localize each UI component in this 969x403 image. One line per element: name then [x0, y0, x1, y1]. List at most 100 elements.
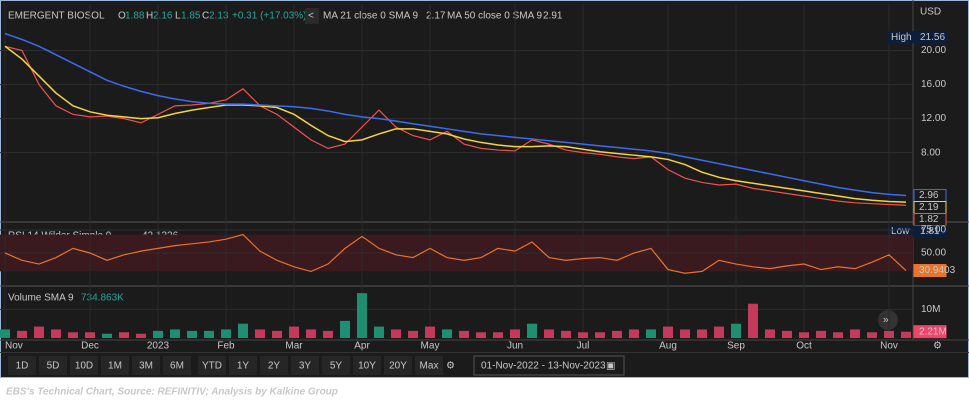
- volume-bar: [561, 330, 571, 338]
- x-tick-label: Sep: [727, 341, 745, 352]
- volume-bar: [765, 329, 775, 338]
- volume-bar: [102, 333, 112, 338]
- date-box[interactable]: [473, 355, 625, 376]
- background: [0, 0, 969, 378]
- range-button[interactable]: [291, 356, 319, 375]
- range-label: 1M: [108, 361, 122, 372]
- volume-bar: [204, 330, 214, 338]
- x-tick-label: 2023: [147, 341, 170, 352]
- volume-bar: [459, 330, 469, 338]
- range-button[interactable]: [322, 356, 350, 375]
- ohlc-value: 2.13: [209, 11, 229, 22]
- y-tick-label: 50.00: [921, 248, 946, 259]
- ohlc-key: O: [118, 11, 126, 22]
- volume-bar: [867, 332, 877, 338]
- legend-value: 2.91: [543, 11, 563, 22]
- hl-tag: [887, 31, 947, 44]
- price-tag-label: 30.9403: [919, 265, 956, 276]
- hl-label: Low: [891, 226, 910, 237]
- volume-bar: [901, 331, 911, 338]
- volume-bar: [544, 329, 554, 338]
- volume-bar: [833, 332, 843, 338]
- volume-bar: [408, 330, 418, 338]
- currency[interactable]: USD: [920, 7, 941, 18]
- range-button[interactable]: [384, 356, 412, 375]
- range-button[interactable]: [353, 356, 381, 375]
- ohlc-value: 1.88: [125, 11, 145, 22]
- volume-bar: [884, 330, 894, 338]
- y-tick-label: 8.00: [921, 147, 941, 158]
- range-label: 20Y: [389, 361, 407, 372]
- ohlc-value: 2.16: [153, 11, 173, 22]
- range-label: 1Y: [237, 361, 250, 372]
- volume-bar: [442, 329, 452, 338]
- volume-bar: [357, 293, 367, 338]
- volume-bar: [374, 326, 384, 338]
- series-line: [4, 233, 907, 274]
- y-tick-label: 20.00: [921, 45, 946, 56]
- hl-value: 1.81: [920, 226, 940, 237]
- ohlc-key: H: [146, 11, 153, 22]
- pane-value: 734.863K: [81, 293, 124, 304]
- range-label: YTD: [202, 361, 222, 372]
- legend-entry: MA 21 close 0 SMA 9: [323, 11, 418, 22]
- range-button[interactable]: [198, 356, 226, 375]
- volume-bar: [714, 326, 724, 338]
- volume-bar: [119, 332, 129, 338]
- range-button[interactable]: [101, 356, 129, 375]
- range-label: 3Y: [299, 361, 312, 372]
- volume-bar: [170, 329, 180, 338]
- range-label: 2Y: [268, 361, 281, 372]
- date-range: 01-Nov-2022 - 13-Nov-2023: [481, 361, 606, 372]
- volume-bar: [697, 329, 707, 338]
- volume-bar: [306, 329, 316, 338]
- range-button[interactable]: [70, 356, 98, 375]
- y-tick-label: 75.00: [921, 225, 946, 236]
- volume-bar: [425, 326, 435, 338]
- change: +0.31 (+17.03%): [232, 11, 307, 22]
- settings-icon[interactable]: ⚙: [446, 361, 455, 372]
- scroll-button[interactable]: [878, 310, 898, 330]
- range-button[interactable]: [8, 356, 36, 375]
- pane-title: Volume SMA 9: [8, 293, 74, 304]
- x-tick-label: Dec: [81, 341, 99, 352]
- volume-bar: [646, 329, 656, 338]
- volume-bar: [391, 329, 401, 338]
- settings-icon[interactable]: ⚙: [933, 341, 942, 352]
- range-button[interactable]: [415, 356, 443, 375]
- calendar-icon[interactable]: ▣: [606, 361, 615, 372]
- volume-bar: [595, 332, 605, 338]
- volume-bar: [527, 323, 537, 338]
- range-button[interactable]: [163, 356, 191, 375]
- volume-bar: [799, 332, 809, 338]
- x-tick-label: Feb: [217, 341, 235, 352]
- x-tick-label: Apr: [354, 341, 370, 352]
- price-tag: [913, 264, 947, 278]
- volume-bar: [680, 329, 690, 338]
- price-tag-label: 2.96: [919, 190, 939, 201]
- range-button[interactable]: [39, 356, 67, 375]
- range-label: Max: [420, 361, 439, 372]
- range-button[interactable]: [260, 356, 288, 375]
- range-label: 10Y: [358, 361, 376, 372]
- series-line: [4, 32, 907, 197]
- ohlc-key: C: [202, 11, 209, 22]
- volume-bar: [493, 332, 503, 338]
- volume-bar: [629, 329, 639, 338]
- range-label: 10D: [75, 361, 93, 372]
- range-label: 5Y: [330, 361, 343, 372]
- range-button[interactable]: [229, 356, 257, 375]
- volume-bar: [0, 329, 10, 338]
- symbol: EMERGENT BIOSOL: [8, 11, 105, 22]
- collapse-button[interactable]: [305, 8, 319, 24]
- volume-bar: [221, 329, 231, 338]
- volume-bar: [51, 329, 61, 338]
- range-button[interactable]: [132, 356, 160, 375]
- range-label: 1D: [16, 361, 29, 372]
- hl-label: High: [891, 32, 912, 43]
- volume-bar: [68, 332, 78, 338]
- x-tick-label: Aug: [659, 341, 677, 352]
- price-tag: [913, 325, 947, 339]
- volume-bar: [255, 329, 265, 338]
